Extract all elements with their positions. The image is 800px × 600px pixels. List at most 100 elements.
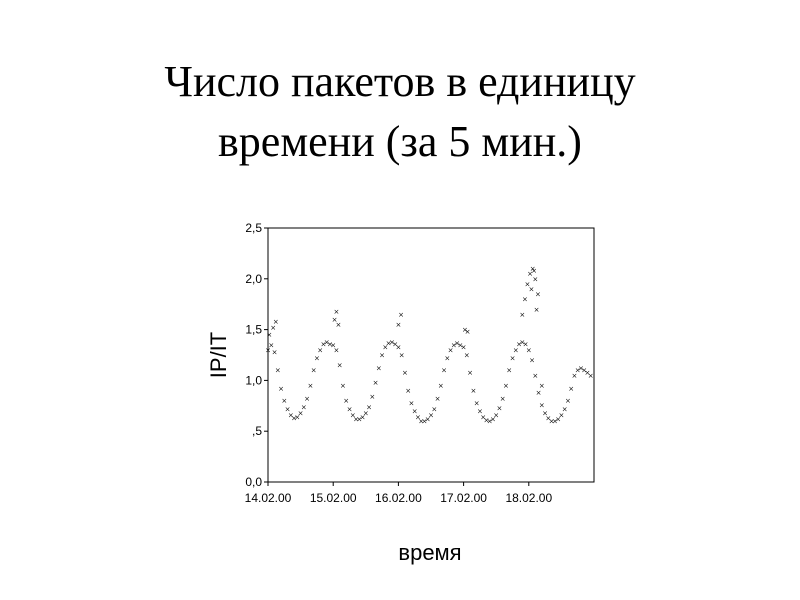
- x-tick-label: 15.02.00: [310, 491, 357, 505]
- data-point: ×: [572, 372, 578, 380]
- data-point: ×: [529, 357, 535, 365]
- data-point: ×: [528, 285, 534, 293]
- data-point: ×: [483, 417, 489, 425]
- data-point: ×: [266, 331, 272, 339]
- data-point: ×: [441, 367, 447, 375]
- data-point: ×: [340, 382, 346, 390]
- data-point: ×: [480, 413, 486, 421]
- data-point: ×: [444, 355, 450, 363]
- data-point: ×: [578, 365, 584, 373]
- data-point: ×: [379, 352, 385, 360]
- data-point: ×: [392, 340, 398, 348]
- data-point: ×: [539, 382, 545, 390]
- x-axis-title: время: [398, 540, 461, 565]
- data-point: ×: [311, 367, 317, 375]
- data-point: ×: [534, 306, 540, 314]
- data-point: ×: [314, 355, 320, 363]
- data-point: ×: [265, 346, 271, 354]
- data-point: ×: [542, 409, 548, 417]
- data-point: ×: [503, 382, 509, 390]
- data-point: ×: [395, 343, 401, 351]
- data-point: ×: [347, 405, 353, 413]
- data-point: ×: [389, 338, 395, 346]
- data-point: ×: [513, 346, 519, 354]
- data-point: ×: [516, 340, 522, 348]
- data-point: ×: [535, 291, 541, 299]
- data-point: ×: [273, 318, 279, 326]
- data-point: ×: [448, 346, 454, 354]
- data-point: ×: [549, 418, 555, 426]
- data-point: ×: [565, 397, 571, 405]
- data-point: ×: [581, 367, 587, 375]
- y-tick-label: 2,0: [245, 272, 262, 286]
- data-point: ×: [327, 340, 333, 348]
- y-axis-title: IP/IT: [206, 332, 231, 378]
- data-point: ×: [568, 385, 574, 393]
- data-point: ×: [558, 411, 564, 419]
- data-point: ×: [575, 367, 581, 375]
- data-point: ×: [462, 326, 468, 334]
- data-point: ×: [350, 411, 356, 419]
- data-point: ×: [431, 405, 437, 413]
- data-point: ×: [465, 328, 471, 336]
- data-point: ×: [324, 338, 330, 346]
- data-point: ×: [382, 343, 388, 351]
- data-point: ×: [395, 321, 401, 329]
- data-point: ×: [530, 265, 536, 273]
- data-point: ×: [373, 379, 379, 387]
- y-tick-label: 1,0: [245, 373, 262, 387]
- data-point: ×: [545, 414, 551, 422]
- data-point: ×: [353, 416, 359, 424]
- x-axis: 14.02.00 15.02.00 16.02.00 17.02.00 18.02.00: [245, 482, 552, 505]
- slide-title: Число пакетов в единицу времени (за 5 ми…: [0, 52, 800, 172]
- data-point: ×: [268, 341, 274, 349]
- data-point: ×: [285, 405, 291, 413]
- data-point: ×: [523, 340, 529, 348]
- data-point: ×: [360, 413, 366, 421]
- y-axis: 0,0 ,5 1,0 1,5 2,0 2,5: [245, 221, 268, 489]
- plot-frame: [267, 227, 595, 483]
- data-point: ×: [304, 395, 310, 403]
- data-point: ×: [428, 411, 434, 419]
- data-point: ×: [405, 387, 411, 395]
- data-point: ×: [298, 409, 304, 417]
- data-point: ×: [288, 411, 294, 419]
- data-point: ×: [474, 399, 480, 407]
- data-point: ×: [438, 382, 444, 390]
- data-point: ×: [562, 405, 568, 413]
- data-point: ×: [510, 355, 516, 363]
- data-point: ×: [451, 341, 457, 349]
- data-point: ×: [435, 395, 441, 403]
- x-tick-label: 16.02.00: [375, 491, 422, 505]
- data-point: ×: [334, 346, 340, 354]
- data-point: ×: [454, 339, 460, 347]
- data-point: ×: [330, 341, 336, 349]
- x-tick-label: 18.02.00: [505, 491, 552, 505]
- data-point: ×: [422, 418, 428, 426]
- data-point: ×: [343, 397, 349, 405]
- data-point: ×: [281, 397, 287, 405]
- data-point: ×: [536, 389, 542, 397]
- data-point: ×: [477, 407, 483, 415]
- data-points: ××××××××××××××××××××××××××××××××××××××××…: [265, 265, 594, 425]
- data-point: ×: [270, 324, 276, 332]
- data-point: ×: [412, 407, 418, 415]
- data-point: ×: [500, 395, 506, 403]
- data-point: ×: [415, 413, 421, 421]
- data-point: ×: [418, 418, 424, 426]
- data-point: ×: [337, 362, 343, 370]
- data-point: ×: [363, 409, 369, 417]
- data-point: ×: [461, 343, 467, 351]
- data-point: ×: [493, 411, 499, 419]
- data-point: ×: [399, 352, 405, 360]
- data-point: ×: [519, 311, 525, 319]
- data-point: ×: [425, 416, 431, 424]
- data-point: ×: [457, 341, 463, 349]
- data-point: ×: [335, 321, 341, 329]
- data-point: ×: [294, 413, 300, 421]
- data-point: ×: [539, 401, 545, 409]
- data-point: ×: [497, 404, 503, 412]
- data-point: ×: [386, 339, 392, 347]
- data-point: ×: [531, 267, 537, 275]
